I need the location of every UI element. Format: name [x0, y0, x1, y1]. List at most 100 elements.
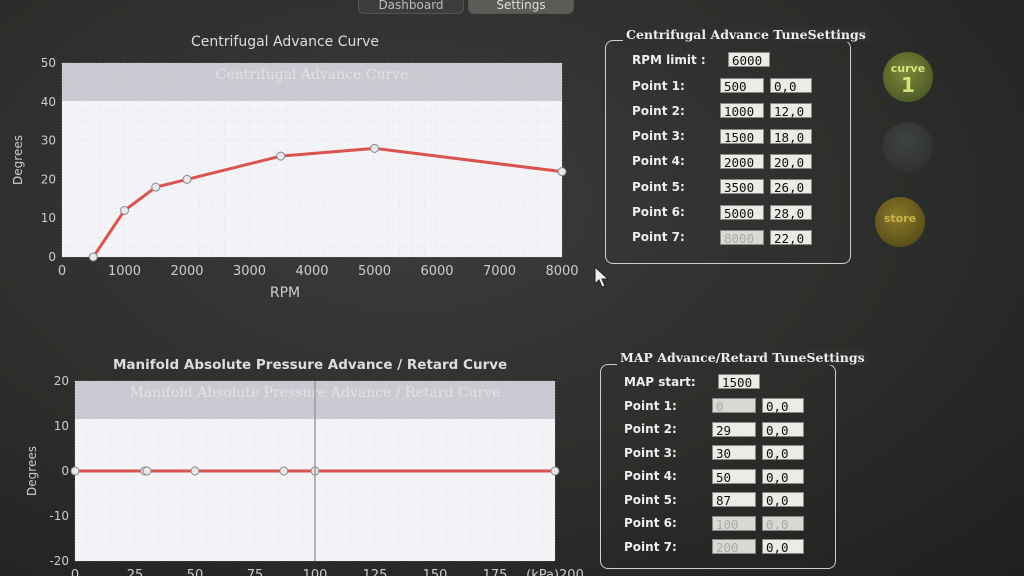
curve-button-label: curve	[890, 62, 926, 75]
data-point	[190, 466, 200, 476]
data-point	[88, 252, 98, 262]
x-tick-label: 0	[71, 568, 79, 576]
point-rpm-input[interactable]: 1000	[720, 103, 764, 119]
x-tick-label: 125	[363, 568, 388, 576]
point-rpm-input[interactable]: 2000	[720, 153, 764, 170]
point-degrees-input[interactable]: 0,0	[770, 78, 812, 94]
curve-2-button[interactable]	[883, 122, 933, 172]
data-point	[182, 174, 192, 184]
point-label: Point 2:	[632, 103, 685, 118]
point-degrees-input[interactable]: 0,0	[762, 398, 804, 414]
point-degrees-input[interactable]: 0,0	[762, 445, 804, 461]
point-label: Point 5:	[624, 492, 677, 507]
point-degrees-input[interactable]: 0,0	[762, 515, 804, 532]
point-degrees-input[interactable]: 0,0	[762, 539, 804, 555]
x-tick-label: 50	[187, 568, 204, 576]
store-button[interactable]: store	[875, 197, 925, 247]
x-tick-label: 6000	[420, 264, 453, 279]
point-degrees-input[interactable]: 0,0	[762, 492, 804, 508]
point-kpa-input[interactable]: 100	[712, 515, 756, 532]
point-label: Point 5:	[632, 179, 685, 194]
rpm-limit-label: RPM limit :	[632, 52, 706, 67]
x-tick-label: 7000	[483, 264, 516, 279]
centrifugal-point-row: Point 2: 1000 12,0	[632, 103, 812, 119]
x-tick-label: 5000	[358, 264, 391, 279]
point-label: Point 2:	[624, 422, 677, 436]
centrifugal-point-row: Point 4: 2000 20,0	[632, 153, 812, 170]
centrifugal-point-row: Point 7: 8000 22,0	[632, 229, 812, 246]
point-kpa-input[interactable]: 87	[712, 492, 756, 508]
x-tick-label: 175	[483, 568, 508, 576]
y-tick-label: 0	[61, 464, 69, 478]
y-tick-label: 10	[41, 211, 56, 225]
point-kpa-input[interactable]: 0	[712, 398, 756, 414]
centrifugal-point-row: Point 5: 3500 26,0	[632, 179, 812, 195]
point-degrees-input[interactable]: 0,0	[762, 421, 804, 438]
x-tick-label: 25	[127, 568, 144, 576]
x-tick-label: 75	[247, 568, 264, 576]
x-axis-label: RPM	[270, 285, 300, 301]
map-point-row: Point 7: 200 0,0	[624, 539, 804, 555]
point-degrees-input[interactable]: 20,0	[770, 153, 812, 170]
y-tick-label: 20	[54, 374, 69, 388]
point-label: Point 6:	[632, 205, 685, 219]
rpm-limit-input[interactable]: 6000	[728, 52, 770, 68]
map-point-row: Point 2: 29 0,0	[624, 421, 804, 438]
data-point	[70, 466, 80, 476]
x-tick-label: 100	[303, 568, 328, 576]
x-tick-label: 150	[423, 568, 448, 576]
point-rpm-input[interactable]: 1500	[720, 128, 764, 145]
y-tick-label: 30	[41, 134, 56, 148]
data-point	[276, 151, 286, 161]
x-tick-label: (kPa)200	[526, 568, 584, 576]
x-tick-label: 4000	[295, 264, 328, 279]
data-point	[550, 466, 560, 476]
point-rpm-input[interactable]: 8000	[720, 229, 764, 246]
point-kpa-input[interactable]: 200	[712, 539, 756, 555]
tab-bar: Dashboard Settings	[358, 0, 574, 14]
y-tick-label: 0	[48, 250, 56, 264]
point-kpa-input[interactable]: 50	[712, 468, 756, 485]
point-label: Point 1:	[632, 78, 685, 93]
map-start-input[interactable]: 1500	[718, 374, 760, 390]
point-kpa-input[interactable]: 29	[712, 421, 756, 438]
point-kpa-input[interactable]: 30	[712, 445, 756, 461]
data-point	[370, 143, 379, 153]
point-degrees-input[interactable]: 12,0	[770, 103, 812, 119]
map-point-row: Point 6: 100 0,0	[624, 515, 804, 532]
tab-settings[interactable]: Settings	[468, 0, 574, 14]
data-point	[120, 205, 129, 215]
point-rpm-input[interactable]: 500	[720, 78, 764, 94]
curve-button-number: 1	[901, 73, 915, 97]
y-tick-label: -10	[49, 509, 69, 523]
x-tick-label: 8000	[545, 264, 578, 279]
map-point-row: Point 3: 30 0,0	[624, 445, 804, 461]
y-tick-label: 40	[41, 95, 56, 109]
map-point-row: Point 1: 0 0,0	[624, 398, 804, 414]
point-rpm-input[interactable]: 5000	[720, 204, 764, 221]
point-label: Point 6:	[624, 516, 677, 530]
point-degrees-input[interactable]: 26,0	[770, 179, 812, 195]
centrifugal-point-row: Point 1: 500 0,0	[632, 78, 812, 94]
map-chart-title: Manifold Absolute Pressure Advance / Ret…	[113, 357, 508, 373]
point-label: Point 4:	[624, 469, 677, 483]
y-tick-label: -20	[49, 554, 69, 568]
point-degrees-input[interactable]: 28,0	[770, 204, 812, 221]
point-degrees-input[interactable]: 18,0	[770, 128, 812, 145]
x-tick-label: 1000	[108, 264, 141, 279]
point-label: Point 1:	[624, 398, 677, 413]
point-degrees-input[interactable]: 22,0	[770, 229, 812, 246]
store-button-label: store	[883, 212, 917, 225]
map-advance-chart: Manifold Absolute Pressure Advance / Ret…	[25, 374, 584, 576]
data-point	[557, 167, 567, 177]
point-rpm-input[interactable]: 3500	[720, 179, 764, 195]
data-point	[151, 182, 161, 192]
y-tick-label: 10	[54, 419, 69, 433]
y-tick-label: 20	[41, 172, 56, 186]
curve-button[interactable]: curve 1	[883, 52, 933, 102]
tab-dashboard[interactable]: Dashboard	[358, 0, 464, 14]
x-tick-label: 3000	[233, 264, 266, 279]
centrifugal-chart-title: Centrifugal Advance Curve	[191, 34, 380, 50]
point-degrees-input[interactable]: 0,0	[762, 468, 804, 485]
